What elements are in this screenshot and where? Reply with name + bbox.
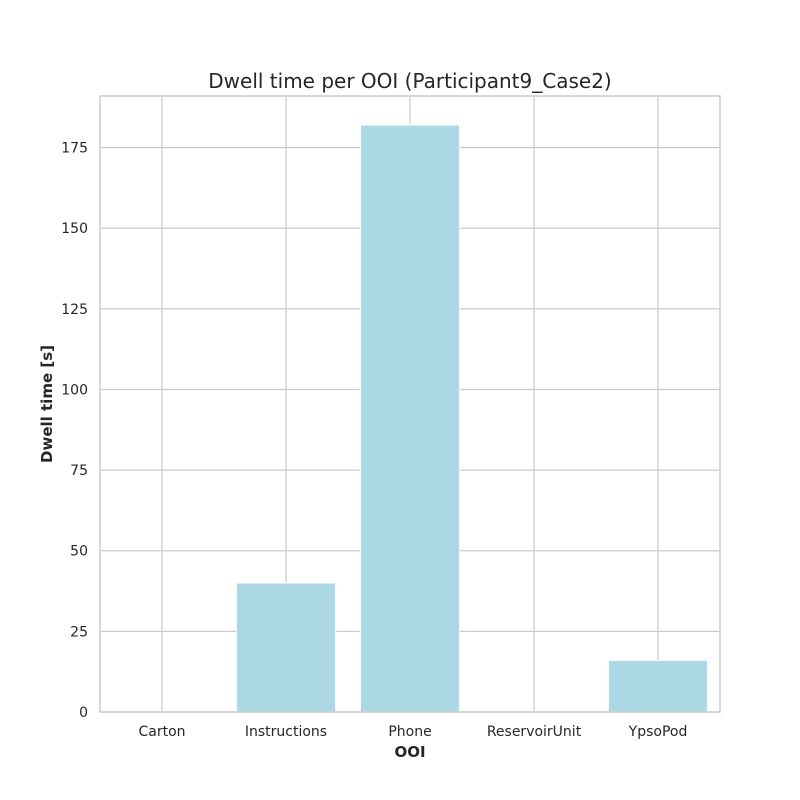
x-tick-label: Carton [138,724,185,740]
bar-instructions [235,582,337,713]
x-axis-label: OOI [394,743,425,761]
x-tick-label: Instructions [245,724,327,740]
x-tick-label: ReservoirUnit [487,724,582,740]
plot-frame [99,95,721,713]
y-tick-labels: 0 25 50 75 100 125 150 175 [61,141,88,721]
bar-ypsopod [607,659,709,713]
bar-phone [359,124,461,713]
y-tick-label: 75 [70,463,88,479]
chart-title: Dwell time per OOI (Participant9_Case2) [208,69,611,93]
y-tick-label: 175 [61,141,88,157]
bars [235,124,709,713]
y-tick-label: 100 [61,382,88,398]
y-tick-label: 50 [70,544,88,560]
x-tick-labels: Carton Instructions Phone ReservoirUnit Ypso… [138,724,687,740]
y-tick-label: 125 [61,302,88,318]
x-tick-label: YpsoPod [628,724,688,740]
x-tick-label: Phone [388,724,431,740]
y-tick-label: 25 [70,624,88,640]
y-axis-label: Dwell time [s] [38,345,56,463]
y-tick-label: 0 [79,705,88,721]
y-tick-label: 150 [61,221,88,237]
